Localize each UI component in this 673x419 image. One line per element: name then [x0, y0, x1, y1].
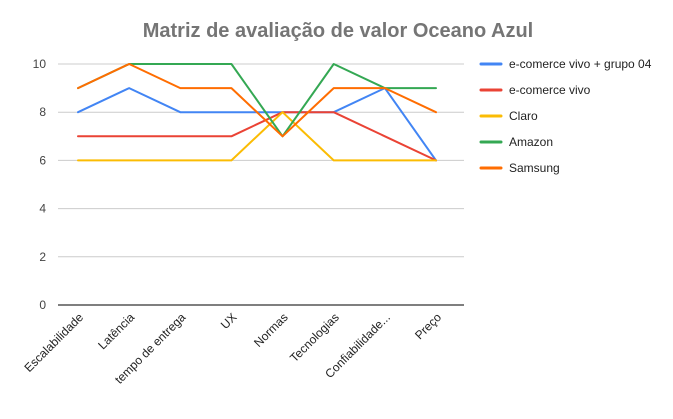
series-line — [77, 63, 437, 138]
x-tick-label: Latência — [95, 310, 137, 352]
legend-item: e-comerce vivo + grupo 04 — [479, 57, 652, 71]
y-tick-label: 0 — [39, 298, 46, 312]
legend: e-comerce vivo + grupo 04 e-comerce vivo C… — [479, 57, 652, 175]
x-tick-label: Preço — [412, 310, 444, 342]
x-tick-label: Normas — [251, 310, 291, 350]
series-line — [77, 111, 437, 162]
y-tick-label: 10 — [33, 57, 47, 71]
y-tick-label: 6 — [39, 153, 46, 167]
legend-label: Samsung — [509, 161, 560, 175]
legend-label: e-comerce vivo — [509, 83, 591, 97]
x-tick-label: Escalabilidade — [21, 310, 86, 375]
legend-label: e-comerce vivo + grupo 04 — [509, 57, 652, 71]
series-line — [77, 111, 437, 162]
y-tick-label: 4 — [39, 202, 46, 216]
legend-label: Amazon — [509, 135, 553, 149]
legend-item: Samsung — [479, 161, 560, 175]
chart-title: Matriz de avaliação de valor Oceano Azul — [143, 20, 534, 42]
y-axis-ticks: 0 2 4 6 8 10 — [33, 57, 47, 312]
legend-label: Claro — [509, 109, 538, 123]
y-tick-label: 8 — [39, 105, 46, 119]
series-lines — [77, 63, 437, 162]
legend-item: e-comerce vivo — [479, 83, 591, 97]
grid — [58, 63, 464, 306]
series-line — [77, 63, 437, 138]
legend-item: Amazon — [479, 135, 553, 149]
x-tick-label: UX — [218, 310, 240, 332]
legend-item: Claro — [479, 109, 538, 123]
x-tick-label: Tecnologias — [287, 310, 342, 365]
y-tick-label: 2 — [39, 250, 46, 264]
